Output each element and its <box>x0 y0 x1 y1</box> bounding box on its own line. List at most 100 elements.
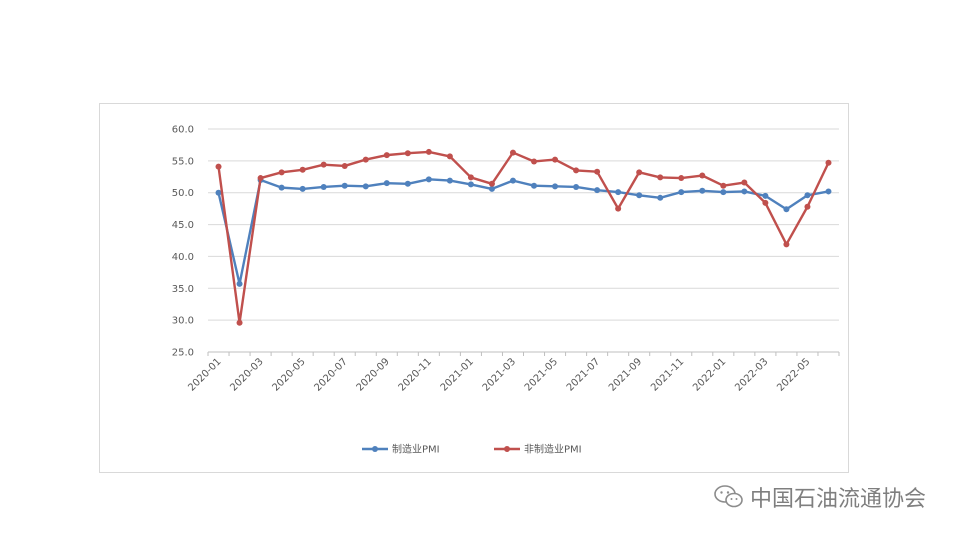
data-point <box>383 152 390 159</box>
wechat-icon <box>714 485 743 508</box>
data-point <box>341 162 348 169</box>
data-point <box>467 181 474 188</box>
x-tick-label: 2022-01 <box>691 356 728 393</box>
data-point <box>804 203 811 210</box>
x-tick-label: 2021-09 <box>607 356 644 393</box>
data-point <box>552 156 559 163</box>
data-point <box>657 194 664 201</box>
x-tick-label: 2022-03 <box>733 356 770 393</box>
data-point <box>215 189 222 196</box>
data-point <box>762 199 769 206</box>
watermark: 中国石油流通协会 <box>714 482 926 512</box>
chart-area: 25.0 30.0 35.0 40.0 45.0 50.0 55.0 60.0 2020-01 2… <box>99 103 849 473</box>
data-point <box>804 192 811 199</box>
data-point <box>320 183 327 190</box>
legend-item: 非制造业PMI <box>494 443 582 456</box>
data-point <box>825 159 832 166</box>
data-point <box>299 166 306 173</box>
legend: 制造业PMI 非制造业PMI <box>362 443 582 456</box>
data-point <box>615 189 622 196</box>
data-point <box>531 182 538 189</box>
data-point <box>573 167 580 174</box>
data-point <box>825 188 832 195</box>
data-point <box>488 180 495 187</box>
data-point <box>636 192 643 199</box>
gridlines <box>208 128 839 321</box>
data-point <box>236 280 243 287</box>
data-point <box>509 149 516 156</box>
x-tick-label: 2020-03 <box>228 356 265 393</box>
x-tick-label: 2021-07 <box>565 356 602 393</box>
data-point <box>404 180 411 187</box>
x-tick-label: 2022-05 <box>775 356 812 393</box>
x-tick-label: 2020-11 <box>397 356 434 393</box>
data-point <box>699 187 706 194</box>
data-point <box>215 163 222 170</box>
y-tick-label: 35.0 <box>172 284 194 295</box>
data-point <box>741 188 748 195</box>
legend-label: 非制造业PMI <box>524 443 582 456</box>
data-point <box>425 148 432 155</box>
series-2 <box>215 148 832 326</box>
legend-item: 制造业PMI <box>362 443 440 456</box>
data-point <box>594 187 601 194</box>
x-tick-label: 2020-09 <box>355 356 392 393</box>
data-point <box>531 158 538 165</box>
data-point <box>404 150 411 157</box>
data-point <box>573 183 580 190</box>
y-tick-label: 40.0 <box>172 252 194 263</box>
data-point <box>783 241 790 248</box>
x-tick-label: 2020-05 <box>270 356 307 393</box>
data-point <box>636 169 643 176</box>
data-point <box>657 174 664 181</box>
data-point <box>552 183 559 190</box>
watermark-text: 中国石油流通协会 <box>749 487 926 512</box>
data-point <box>383 180 390 187</box>
data-point <box>741 179 748 186</box>
y-tick-label: 60.0 <box>172 125 194 136</box>
legend-marker <box>372 446 378 452</box>
data-point <box>446 153 453 160</box>
series-1 <box>215 176 832 287</box>
y-tick-label: 25.0 <box>172 348 194 359</box>
data-point <box>720 182 727 189</box>
data-point <box>257 175 264 182</box>
data-point <box>720 189 727 196</box>
x-tick-label: 2021-05 <box>523 356 560 393</box>
data-point <box>594 168 601 175</box>
x-tick-label: 2020-01 <box>186 356 223 393</box>
y-tick-label: 55.0 <box>172 156 194 167</box>
data-point <box>678 175 685 182</box>
data-point <box>362 156 369 163</box>
series-lines <box>215 148 832 326</box>
data-point <box>699 172 706 179</box>
data-point <box>425 176 432 183</box>
x-tick-label: 2020-07 <box>313 356 350 393</box>
data-point <box>488 185 495 192</box>
x-tick-label: 2021-11 <box>649 356 686 393</box>
data-point <box>615 205 622 212</box>
x-tick-label: 2021-01 <box>439 356 476 393</box>
series-line <box>217 150 830 324</box>
y-tick-label: 30.0 <box>172 316 194 327</box>
data-point <box>341 182 348 189</box>
y-tick-label: 50.0 <box>172 188 194 199</box>
data-point <box>299 185 306 192</box>
series-line <box>217 178 829 286</box>
data-point <box>783 206 790 213</box>
data-point <box>762 192 769 199</box>
legend-marker <box>504 446 510 452</box>
y-tick-label: 45.0 <box>172 220 194 231</box>
data-point <box>678 189 685 196</box>
data-point <box>446 177 453 184</box>
data-point <box>278 169 285 176</box>
data-point <box>509 177 516 184</box>
data-point <box>236 319 243 326</box>
x-tick-label: 2021-03 <box>481 356 518 393</box>
data-point <box>362 183 369 190</box>
data-point <box>320 161 327 168</box>
legend-label: 制造业PMI <box>392 443 440 456</box>
data-point <box>278 184 285 191</box>
data-point <box>467 174 474 181</box>
